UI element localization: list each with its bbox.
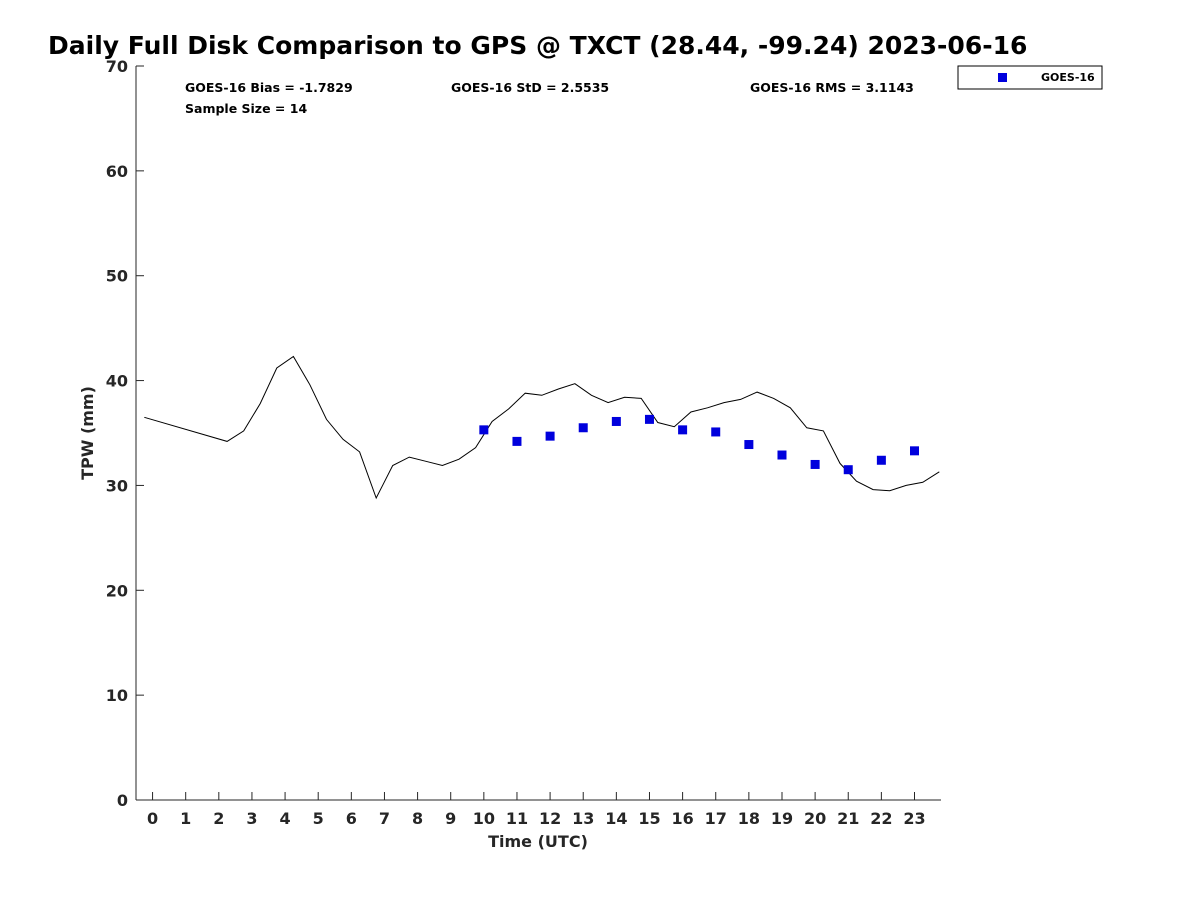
x-tick-label: 21 <box>837 809 859 828</box>
x-tick-label: 0 <box>147 809 158 828</box>
x-tick-label: 2 <box>213 809 224 828</box>
goes16-point <box>512 436 522 446</box>
legend-marker <box>998 73 1007 82</box>
stats-box: GOES-16 Bias = -1.7829 GOES-16 StD = 2.5… <box>185 80 914 116</box>
stat-sample-size: Sample Size = 14 <box>185 101 307 116</box>
y-tick-label: 40 <box>106 372 128 391</box>
x-tick-label: 9 <box>445 809 456 828</box>
x-tick-label: 18 <box>738 809 760 828</box>
x-tick-label: 1 <box>180 809 191 828</box>
x-tick-label: 10 <box>473 809 495 828</box>
x-tick-label: 7 <box>379 809 390 828</box>
x-tick-label: 3 <box>246 809 257 828</box>
goes16-point <box>810 459 820 469</box>
x-tick-label: 4 <box>280 809 291 828</box>
axes <box>135 66 941 801</box>
goes16-point <box>909 446 919 456</box>
goes16-point <box>777 450 787 460</box>
chart-title: Daily Full Disk Comparison to GPS @ TXCT… <box>48 31 1027 60</box>
x-axis-ticks: 0 1 2 3 4 5 6 7 8 9 10 11 12 13 14 15 16 17 18 19 20 21 22 23 <box>147 792 926 828</box>
y-axis-ticks: 0 10 20 30 40 50 60 70 <box>106 57 144 810</box>
legend: GOES-16 <box>957 65 1103 90</box>
x-tick-label: 6 <box>346 809 357 828</box>
x-tick-label: 20 <box>804 809 826 828</box>
x-tick-label: 17 <box>705 809 727 828</box>
goes16-point <box>611 416 621 426</box>
goes16-point <box>644 414 654 424</box>
x-tick-label: 15 <box>638 809 660 828</box>
x-axis-label: Time (UTC) <box>488 832 588 851</box>
x-tick-label: 23 <box>903 809 925 828</box>
x-tick-label: 11 <box>506 809 528 828</box>
y-tick-label: 50 <box>106 267 128 286</box>
goes16-point <box>744 440 754 450</box>
y-tick-label: 20 <box>106 581 128 600</box>
x-tick-label: 19 <box>771 809 793 828</box>
goes16-point <box>578 423 588 433</box>
x-tick-label: 22 <box>870 809 892 828</box>
legend-label: GOES-16 <box>1041 71 1095 84</box>
y-tick-label: 10 <box>106 686 128 705</box>
goes16-point-series <box>479 414 919 475</box>
x-tick-label: 13 <box>572 809 594 828</box>
goes16-point <box>711 427 721 437</box>
x-tick-label: 14 <box>605 809 627 828</box>
x-tick-label: 5 <box>313 809 324 828</box>
goes16-point <box>545 431 555 441</box>
y-axis-label: TPW (mm) <box>78 386 97 480</box>
goes16-point <box>479 425 489 435</box>
gps-line <box>144 355 940 500</box>
x-tick-label: 8 <box>412 809 423 828</box>
x-tick-label: 16 <box>671 809 693 828</box>
y-tick-label: 70 <box>106 57 128 76</box>
y-tick-label: 0 <box>117 791 128 810</box>
legend-box <box>957 65 1103 90</box>
y-tick-label: 60 <box>106 162 128 181</box>
stat-bias: GOES-16 Bias = -1.7829 <box>185 80 353 95</box>
stat-std: GOES-16 StD = 2.5535 <box>451 80 609 95</box>
stat-rms: GOES-16 RMS = 3.1143 <box>750 80 914 95</box>
y-tick-label: 30 <box>106 476 128 495</box>
goes16-point <box>876 455 886 465</box>
gps-line-series <box>144 355 940 500</box>
goes16-point <box>678 425 688 435</box>
x-tick-label: 12 <box>539 809 561 828</box>
goes16-point <box>843 465 853 475</box>
